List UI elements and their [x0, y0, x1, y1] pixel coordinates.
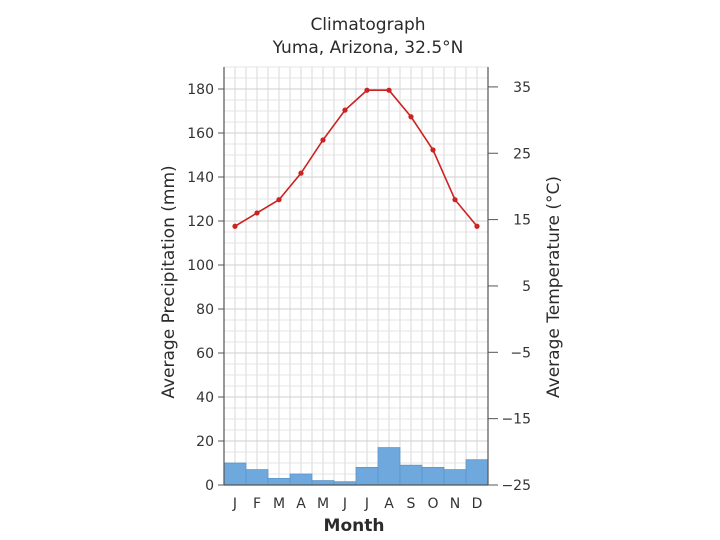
temp-point-3	[276, 197, 282, 203]
temp-point-7	[364, 87, 370, 93]
month-label: S	[407, 496, 416, 512]
precip-bar-3	[267, 477, 291, 486]
right-axis: −25 −15 −5 5 15 25 35	[488, 80, 531, 494]
x-axis-label: Month	[324, 516, 385, 536]
temp-point-11	[452, 197, 458, 203]
temp-point-6	[342, 107, 348, 113]
right-tick-label: −25	[501, 478, 531, 494]
precip-bar-4	[289, 473, 313, 486]
precipitation-bars	[223, 447, 489, 486]
precip-bar-9	[399, 464, 423, 486]
left-tick-label: 80	[196, 302, 214, 318]
month-label: O	[427, 496, 438, 512]
precip-bar-2	[245, 469, 269, 486]
grid	[223, 66, 489, 486]
month-label: F	[253, 496, 261, 512]
month-label: D	[472, 496, 483, 512]
precip-bar-1	[223, 462, 247, 486]
chart-title: Climatograph	[310, 15, 425, 35]
precip-bar-12	[465, 459, 489, 486]
left-tick-label: 160	[187, 126, 214, 142]
month-label: N	[450, 496, 460, 512]
month-label: A	[384, 496, 394, 512]
right-tick-label: 15	[513, 213, 531, 229]
chart-subtitle: Yuma, Arizona, 32.5°N	[272, 38, 464, 58]
temp-point-9	[408, 114, 414, 120]
precip-bar-11	[443, 469, 467, 486]
right-tick-label: 25	[513, 146, 531, 162]
left-tick-label: 0	[205, 478, 214, 494]
right-tick-label: −5	[510, 345, 531, 361]
precip-bar-7	[355, 466, 379, 486]
precip-bar-5	[311, 480, 335, 486]
right-tick-label: 5	[522, 279, 531, 295]
month-label: M	[317, 496, 329, 512]
temp-point-8	[386, 87, 392, 93]
month-label: J	[232, 496, 237, 512]
right-axis-label: Average Temperature (°C)	[544, 176, 564, 398]
temp-point-2	[254, 210, 260, 216]
left-axis-label: Average Precipitation (mm)	[159, 165, 179, 398]
right-tick-label: 35	[513, 80, 531, 96]
right-tick-label: −15	[501, 412, 531, 428]
precip-bar-8	[377, 447, 401, 486]
precip-bar-10	[421, 466, 445, 486]
plot-frame	[223, 67, 489, 486]
left-axis: 0 20 40 60 80 100 120 140 160 180	[187, 82, 224, 494]
temp-point-4	[298, 170, 304, 176]
month-label: A	[296, 496, 306, 512]
temp-point-10	[430, 147, 436, 153]
month-label: J	[364, 496, 369, 512]
left-tick-label: 180	[187, 82, 214, 98]
temp-point-12	[474, 223, 480, 229]
left-tick-label: 100	[187, 258, 214, 274]
left-tick-label: 120	[187, 214, 214, 230]
temperature-line	[232, 87, 480, 229]
left-tick-label: 20	[196, 434, 214, 450]
left-tick-label: 140	[187, 170, 214, 186]
month-label: J	[342, 496, 347, 512]
temperature-series-line	[234, 89, 478, 227]
temp-point-5	[320, 137, 326, 143]
month-label: M	[273, 496, 285, 512]
temp-point-1	[232, 223, 238, 229]
left-tick-label: 60	[196, 346, 214, 362]
left-tick-label: 40	[196, 390, 214, 406]
